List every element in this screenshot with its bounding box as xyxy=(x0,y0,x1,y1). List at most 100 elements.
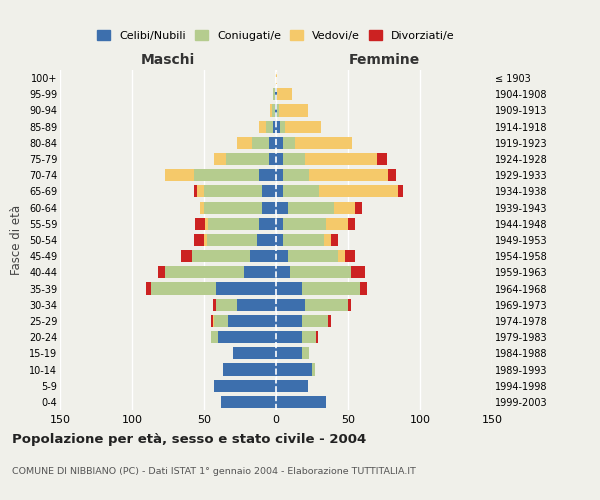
Bar xyxy=(273,120,276,132)
Bar xyxy=(194,169,259,181)
Bar xyxy=(331,234,338,246)
Bar xyxy=(266,120,273,132)
Bar xyxy=(276,120,280,132)
Bar xyxy=(215,298,237,311)
Bar xyxy=(226,153,269,165)
Bar xyxy=(334,202,355,213)
Bar xyxy=(276,88,277,101)
Bar xyxy=(196,218,205,230)
Bar xyxy=(276,234,283,246)
Bar xyxy=(326,218,348,230)
Bar xyxy=(272,104,275,117)
Bar xyxy=(388,169,395,181)
Bar xyxy=(323,234,331,246)
Bar xyxy=(237,298,276,311)
Bar xyxy=(146,282,151,294)
Text: Maschi: Maschi xyxy=(141,53,195,67)
Bar xyxy=(259,218,276,230)
Bar xyxy=(214,153,226,165)
Bar xyxy=(194,234,204,246)
Bar xyxy=(305,153,377,165)
Bar xyxy=(250,250,276,262)
Bar xyxy=(287,202,334,213)
Bar xyxy=(273,88,275,101)
Bar xyxy=(276,266,290,278)
Bar xyxy=(270,104,272,117)
Bar xyxy=(338,250,345,262)
Bar xyxy=(214,315,229,327)
Bar xyxy=(151,282,215,294)
Bar xyxy=(223,364,276,376)
Bar xyxy=(221,396,276,408)
Bar xyxy=(262,202,276,213)
Bar xyxy=(283,218,326,230)
Bar xyxy=(276,298,305,311)
Bar xyxy=(194,186,197,198)
Bar xyxy=(259,169,276,181)
Text: Popolazione per età, sesso e stato civile - 2004: Popolazione per età, sesso e stato civil… xyxy=(12,432,366,446)
Bar xyxy=(205,218,208,230)
Bar xyxy=(359,282,367,294)
Bar xyxy=(276,72,277,84)
Bar xyxy=(218,331,276,343)
Bar xyxy=(229,315,276,327)
Bar xyxy=(212,315,214,327)
Bar xyxy=(208,218,259,230)
Bar xyxy=(277,104,279,117)
Bar xyxy=(204,202,262,213)
Bar xyxy=(348,298,351,311)
Text: Femmine: Femmine xyxy=(349,53,419,67)
Bar xyxy=(214,380,276,392)
Bar xyxy=(328,315,331,327)
Bar xyxy=(283,169,309,181)
Bar xyxy=(207,234,257,246)
Bar xyxy=(181,250,193,262)
Bar xyxy=(287,250,338,262)
Bar xyxy=(276,250,287,262)
Bar xyxy=(305,298,348,311)
Bar xyxy=(276,169,283,181)
Bar xyxy=(280,120,284,132)
Bar xyxy=(211,331,218,343)
Bar xyxy=(276,137,283,149)
Bar xyxy=(257,234,276,246)
Bar xyxy=(276,364,312,376)
Bar xyxy=(276,331,302,343)
Bar xyxy=(283,234,323,246)
Bar xyxy=(309,169,388,181)
Bar xyxy=(269,153,276,165)
Bar xyxy=(276,348,302,360)
Bar xyxy=(283,186,319,198)
Bar xyxy=(345,250,355,262)
Bar xyxy=(348,218,355,230)
Bar xyxy=(276,380,308,392)
Bar xyxy=(158,266,165,278)
Bar xyxy=(302,315,328,327)
Bar xyxy=(244,266,276,278)
Bar xyxy=(290,266,351,278)
Bar xyxy=(398,186,403,198)
Bar xyxy=(351,266,365,278)
Bar xyxy=(312,364,315,376)
Bar xyxy=(295,137,352,149)
Bar xyxy=(302,331,316,343)
Bar xyxy=(212,298,215,311)
Bar xyxy=(302,282,359,294)
Bar xyxy=(204,234,207,246)
Bar xyxy=(193,250,250,262)
Bar xyxy=(316,331,318,343)
Bar xyxy=(276,315,302,327)
Bar xyxy=(204,186,262,198)
Bar xyxy=(283,153,305,165)
Bar xyxy=(197,186,204,198)
Bar xyxy=(275,88,276,101)
Bar xyxy=(276,218,283,230)
Bar xyxy=(276,186,283,198)
Bar xyxy=(211,315,212,327)
Bar xyxy=(377,153,387,165)
Bar xyxy=(276,396,326,408)
Bar xyxy=(276,104,277,117)
Bar xyxy=(269,137,276,149)
Bar xyxy=(277,88,292,101)
Bar xyxy=(355,202,362,213)
